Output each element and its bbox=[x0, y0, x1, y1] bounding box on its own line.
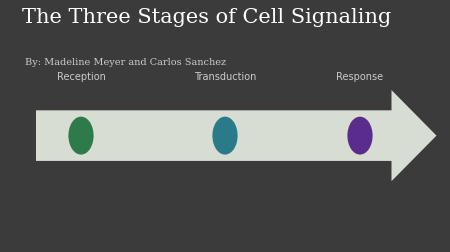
Text: Transduction: Transduction bbox=[194, 72, 256, 82]
Text: By: Madeline Meyer and Carlos Sanchez: By: Madeline Meyer and Carlos Sanchez bbox=[25, 58, 226, 67]
Ellipse shape bbox=[212, 117, 238, 155]
Polygon shape bbox=[36, 91, 436, 181]
Text: The Three Stages of Cell Signaling: The Three Stages of Cell Signaling bbox=[22, 8, 392, 26]
Text: Reception: Reception bbox=[57, 72, 105, 82]
Text: Response: Response bbox=[337, 72, 383, 82]
Ellipse shape bbox=[347, 117, 373, 155]
Ellipse shape bbox=[68, 117, 94, 155]
